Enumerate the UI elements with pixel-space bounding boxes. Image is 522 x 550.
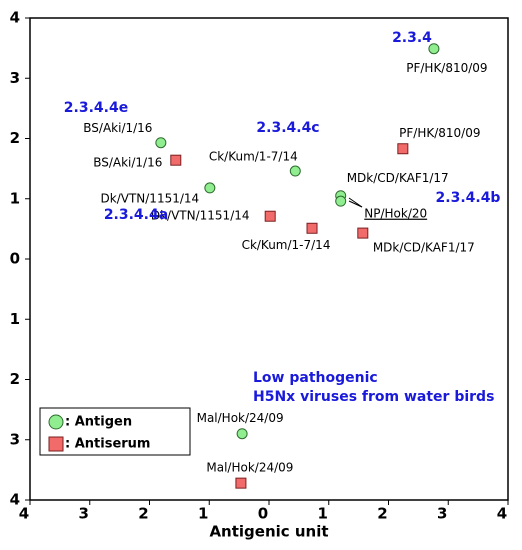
x-tick-label: 3 xyxy=(79,505,89,523)
point-label: Dk/VTN/1151/14 xyxy=(101,191,200,205)
y-tick-label: 4 xyxy=(10,491,20,509)
annotation: 2.3.4.4a xyxy=(104,207,168,223)
point-label: Dk/VTN/1151/14 xyxy=(151,209,250,223)
y-tick-label: 3 xyxy=(10,69,20,87)
antigen-point xyxy=(155,137,167,149)
connector xyxy=(348,200,363,208)
y-tick-label: 2 xyxy=(10,129,20,147)
point-label: PF/HK/810/09 xyxy=(406,61,487,75)
point-label: NP/Hok/20 xyxy=(364,207,427,221)
x-tick-label: 3 xyxy=(437,505,447,523)
point-label: Mal/Hok/24/09 xyxy=(206,461,293,475)
x-tick-label: 4 xyxy=(19,505,29,523)
antiserum-point xyxy=(397,143,409,155)
antiserum-point xyxy=(170,154,182,166)
point-label: Mal/Hok/24/09 xyxy=(197,411,284,425)
annotation: H5Nx viruses from water birds xyxy=(253,389,494,405)
annotation: 2.3.4.4b xyxy=(436,190,501,206)
antiserum-point xyxy=(306,222,318,234)
x-tick-label: 1 xyxy=(318,505,328,523)
y-tick-label: 0 xyxy=(10,250,20,268)
x-axis-label: Antigenic unit xyxy=(209,523,328,541)
y-tick-label: 2 xyxy=(10,370,20,388)
y-tick-label: 4 xyxy=(10,9,20,27)
point-label: BS/Aki/1/16 xyxy=(93,156,162,170)
point-label: Ck/Kum/1-7/14 xyxy=(242,238,331,252)
y-tick-label: 1 xyxy=(10,310,20,328)
antigen-point xyxy=(335,195,347,207)
x-tick-label: 1 xyxy=(198,505,208,523)
y-tick-label: 3 xyxy=(10,430,20,448)
x-tick-label: 2 xyxy=(377,505,387,523)
point-label: BS/Aki/1/16 xyxy=(83,121,152,135)
x-tick-label: 0 xyxy=(258,505,268,523)
antiserum-point xyxy=(264,210,276,222)
annotation: 2.3.4.4c xyxy=(256,120,319,136)
legend-marker xyxy=(48,436,64,452)
legend-label: : Antigen xyxy=(65,415,132,430)
point-label: MDk/CD/KAF1/17 xyxy=(373,241,475,255)
point-label: Ck/Kum/1-7/14 xyxy=(209,150,298,164)
annotation: Low pathogenic xyxy=(253,370,378,386)
x-tick-label: 4 xyxy=(497,505,507,523)
antigen-point xyxy=(428,43,440,55)
legend-label: : Antiserum xyxy=(65,437,150,452)
annotation: 2.3.4 xyxy=(392,30,432,46)
antiserum-point xyxy=(235,477,247,489)
y-tick-label: 1 xyxy=(10,189,20,207)
antigen-point xyxy=(204,182,216,194)
antigen-point xyxy=(236,428,248,440)
annotation: 2.3.4.4e xyxy=(64,100,128,116)
point-label: PF/HK/810/09 xyxy=(399,126,480,140)
x-tick-label: 2 xyxy=(138,505,148,523)
legend-marker xyxy=(48,414,64,430)
antigen-point xyxy=(289,165,301,177)
antiserum-point xyxy=(357,227,369,239)
legend-box xyxy=(39,407,191,456)
point-label: MDk/CD/KAF1/17 xyxy=(347,171,449,185)
